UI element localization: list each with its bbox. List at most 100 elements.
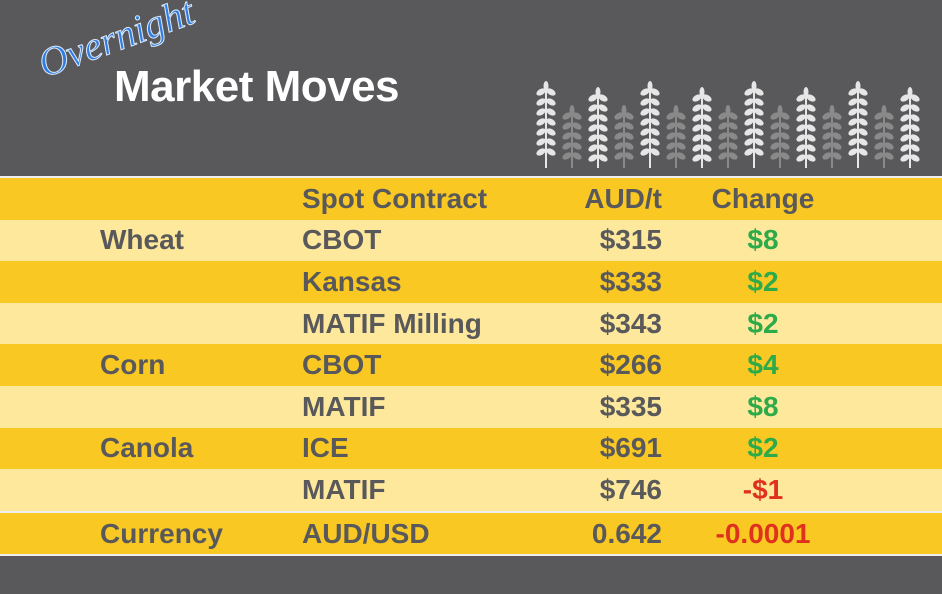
wheat-part <box>536 98 546 106</box>
wheat-part <box>728 152 738 160</box>
wheat-part <box>702 124 712 132</box>
wheat-part <box>910 114 920 122</box>
wheat-part <box>900 134 910 142</box>
wheat-part <box>751 81 757 91</box>
wheat-part <box>650 148 660 156</box>
price: 0.642 <box>591 517 662 549</box>
wheat-part <box>874 112 884 120</box>
wheat-part <box>650 88 660 96</box>
wheat-part <box>588 144 598 152</box>
wheat-part <box>744 148 754 156</box>
contract: MATIF <box>302 473 386 505</box>
change: $2 <box>747 265 779 297</box>
wheat-part <box>647 81 653 91</box>
wheat-part <box>699 87 705 97</box>
wheat-part <box>796 144 806 152</box>
wheat-part <box>614 142 624 150</box>
change: $4 <box>747 349 779 381</box>
wheat-part <box>796 94 806 102</box>
wheat-part <box>543 81 549 91</box>
wheat-part <box>692 104 702 112</box>
table-row: MATIF $746 -$1 <box>0 469 942 511</box>
wheat-part <box>822 152 832 160</box>
wheat-part <box>744 118 754 126</box>
price: $691 <box>599 432 662 464</box>
wheat-part <box>666 152 676 160</box>
table-row: MATIF Milling $343 $2 <box>0 302 942 345</box>
wheat-part <box>777 105 783 115</box>
wheat-part <box>884 152 894 160</box>
contract: CBOT <box>302 224 382 256</box>
wheat-part <box>640 98 650 106</box>
wheat-part <box>874 122 884 130</box>
wheat-part <box>829 105 835 115</box>
table-row: Canola ICE $691 $2 <box>0 427 942 470</box>
wheat-part <box>650 138 660 146</box>
change: -$1 <box>742 473 784 505</box>
wheat-part <box>754 88 764 96</box>
wheat-part <box>562 152 572 160</box>
wheat-part <box>884 142 894 150</box>
price: $335 <box>599 390 662 422</box>
wheat-part <box>874 142 884 150</box>
wheat-part <box>650 108 660 116</box>
wheat-part <box>562 132 572 140</box>
wheat-decoration <box>536 81 920 168</box>
wheat-part <box>780 112 790 120</box>
wheat-part <box>858 98 868 106</box>
wheat-part <box>569 105 575 115</box>
wheat-part <box>848 148 858 156</box>
wheat-part <box>728 122 738 130</box>
wheat-part <box>822 122 832 130</box>
wheat-part <box>728 142 738 150</box>
wheat-part <box>666 122 676 130</box>
wheat-part <box>858 88 868 96</box>
wheat-part <box>598 104 608 112</box>
wheat-part <box>858 148 868 156</box>
wheat-part <box>702 134 712 142</box>
wheat-part <box>702 154 712 162</box>
wheat-part <box>650 118 660 126</box>
wheat-part <box>572 122 582 130</box>
wheat-part <box>806 154 816 162</box>
wheat-part <box>692 134 702 142</box>
wheat-part <box>900 104 910 112</box>
wheat-part <box>614 122 624 130</box>
wheat-part <box>806 134 816 142</box>
wheat-part <box>702 114 712 122</box>
wheat-part <box>692 124 702 132</box>
column-header: Spot Contract <box>302 182 488 214</box>
wheat-part <box>624 152 634 160</box>
wheat-part <box>536 138 546 146</box>
wheat-part <box>588 114 598 122</box>
wheat-part <box>822 142 832 150</box>
wheat-part <box>832 122 842 130</box>
wheat-part <box>640 108 650 116</box>
table-row: Currency AUD/USD 0.642 -0.0001 <box>0 510 942 555</box>
wheat-part <box>624 142 634 150</box>
wheat-part <box>588 134 598 142</box>
wheat-part <box>848 88 858 96</box>
wheat-part <box>754 118 764 126</box>
wheat-part <box>725 105 731 115</box>
wheat-part <box>572 112 582 120</box>
wheat-part <box>692 114 702 122</box>
price: $333 <box>599 265 662 297</box>
wheat-part <box>640 128 650 136</box>
contract: AUD/USD <box>302 517 430 549</box>
wheat-part <box>910 134 920 142</box>
table-row: Wheat CBOT $315 $8 <box>0 219 942 262</box>
wheat-part <box>640 148 650 156</box>
wheat-part <box>588 104 598 112</box>
market-table: Spot Contract AUD/t Change Wheat CBOT $315 $8 K… <box>0 176 942 557</box>
wheat-part <box>907 87 913 97</box>
wheat-part <box>832 132 842 140</box>
commodity: Corn <box>100 349 166 381</box>
change: $8 <box>747 224 779 256</box>
wheat-part <box>536 118 546 126</box>
price: $266 <box>599 349 662 381</box>
wheat-part <box>572 152 582 160</box>
wheat-part <box>702 104 712 112</box>
wheat-part <box>848 128 858 136</box>
wheat-part <box>718 142 728 150</box>
